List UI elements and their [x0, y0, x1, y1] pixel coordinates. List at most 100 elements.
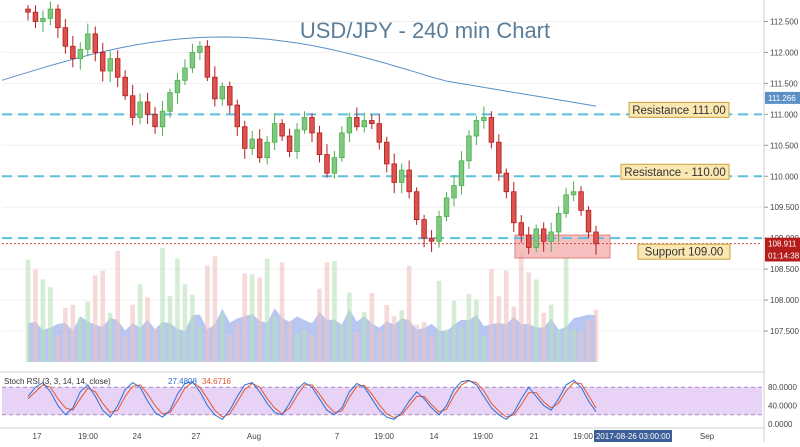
volume-bar [309, 335, 315, 362]
price-tag [765, 237, 800, 250]
volume-bar [249, 274, 255, 362]
stoch-d-value: 34.6716 [202, 377, 231, 386]
stoch-tick-label: 80.0000 [768, 383, 797, 392]
volume-bar [391, 316, 397, 362]
y-tick-label: 111.500 [770, 79, 798, 88]
ma-line [1, 36, 597, 107]
volume-bar [481, 336, 487, 362]
volume-bar [406, 265, 412, 362]
x-tick-label: 14 [430, 432, 439, 441]
candles [25, 1, 599, 255]
volume-bar [182, 284, 188, 362]
volume-bar [332, 261, 337, 362]
volume-bar [541, 312, 547, 362]
volume-bar [347, 292, 352, 362]
price-tag [765, 249, 800, 262]
candle [70, 45, 76, 60]
volume-bar [586, 320, 591, 362]
volume-bar [474, 299, 479, 362]
candle [159, 110, 166, 128]
candle [92, 33, 98, 53]
volume-bar [227, 334, 233, 362]
volume-bar [279, 262, 285, 362]
volume-bar [436, 280, 442, 362]
y-tick-label: 111.000 [770, 110, 798, 119]
volume-bar [414, 324, 419, 362]
volume-bar [496, 296, 502, 362]
candle [234, 104, 240, 128]
candle [107, 58, 113, 72]
candle [585, 209, 592, 233]
candle [144, 101, 151, 115]
candle [369, 120, 375, 125]
volume-bar [294, 333, 300, 362]
y-tick-label: 110.000 [770, 172, 799, 181]
volume-bar [40, 279, 46, 362]
volume-bar [511, 306, 517, 362]
level-annotation [637, 243, 731, 260]
candle [114, 58, 121, 78]
stoch-k-line [27, 379, 597, 421]
volume-bar [503, 270, 509, 362]
volume-bar [287, 321, 292, 362]
candle [129, 95, 136, 118]
y-tick-label: 110.500 [770, 141, 799, 150]
candle [167, 92, 173, 112]
candle [398, 169, 405, 183]
level-annotation [628, 101, 730, 118]
volume-bar [421, 322, 427, 362]
candle [466, 135, 472, 162]
candle [563, 194, 569, 214]
volume-bar [548, 304, 554, 362]
annotations: Resistance 111.00 Resistance - 110.00 Supp… [620, 101, 731, 260]
candle [197, 45, 203, 53]
volume-bar [361, 311, 367, 362]
candle [47, 8, 54, 19]
y-tick-label: 112.000 [770, 48, 799, 57]
volume-bar [272, 316, 277, 362]
candle [204, 45, 211, 78]
volume-bar [152, 328, 158, 362]
volume-bar [593, 309, 599, 362]
level-annotation [620, 163, 730, 180]
candle [249, 138, 255, 149]
level-annotation-label: Resistance 111.00 [632, 105, 726, 117]
volume-bar [533, 279, 539, 362]
candle [219, 86, 226, 100]
volume-bar [85, 301, 91, 362]
volume-bar [339, 323, 345, 362]
volume-bar [444, 329, 449, 362]
volume-bar [451, 300, 457, 362]
x-tick-label: 24 [133, 432, 142, 441]
x-tick-label: 19:00 [573, 432, 594, 441]
volume-bar [556, 330, 561, 362]
candle [496, 141, 502, 174]
candle [533, 228, 539, 248]
x-tick-label: 19:00 [374, 432, 395, 441]
candle [540, 228, 547, 242]
x-tick-label: 7 [335, 432, 340, 441]
candle [256, 138, 263, 159]
candle [279, 123, 285, 137]
volume-bar [302, 329, 307, 362]
candle [182, 67, 188, 81]
volume-bar [324, 262, 330, 362]
level-annotation-label: Support 109.00 [645, 247, 724, 259]
volume-bar [384, 304, 390, 362]
time-marker [594, 430, 672, 442]
volume-bar [160, 247, 165, 362]
candle [339, 132, 345, 159]
volume-bar [190, 294, 195, 362]
stoch-k-value: 27.4808 [168, 377, 197, 386]
candle [406, 169, 412, 193]
volume-bar [354, 332, 360, 362]
candle [488, 117, 495, 143]
candle [25, 8, 31, 13]
candle [376, 123, 382, 143]
price-tag-label: 111.266 [768, 94, 796, 103]
candle [286, 135, 293, 152]
candle [511, 191, 517, 224]
stoch-d-line [27, 380, 597, 419]
y-tick-label: 108.500 [770, 265, 799, 274]
